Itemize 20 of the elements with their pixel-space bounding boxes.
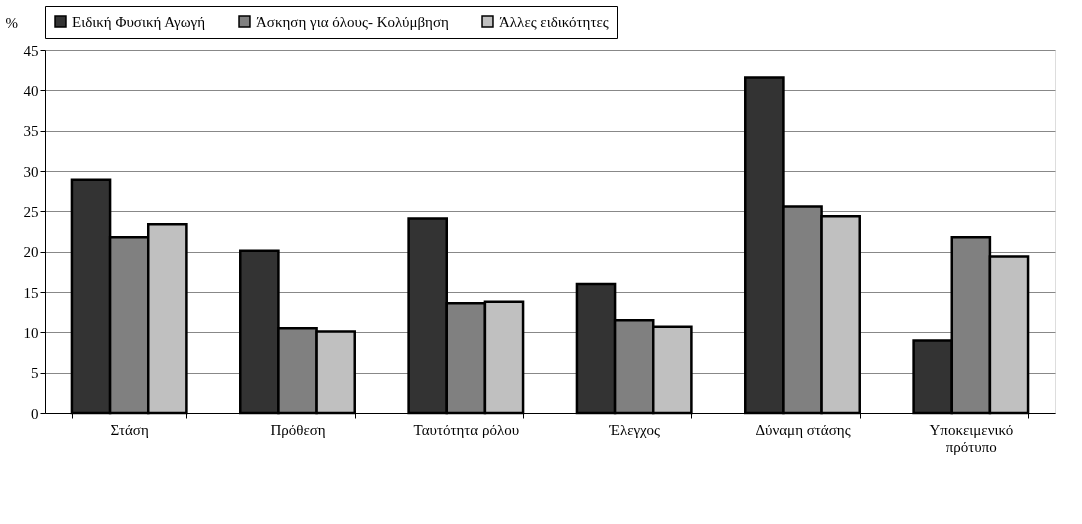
legend-label: Άλλες ειδικότητες bbox=[499, 13, 609, 30]
y-tick-label: 35 bbox=[23, 123, 39, 140]
y-tick-label: 0 bbox=[31, 405, 39, 422]
x-tick-label: Δύναμη στάσης bbox=[755, 421, 851, 438]
y-tick-label: 40 bbox=[23, 82, 39, 99]
x-tick-label: Υποκειμενικό πρότυπο bbox=[929, 421, 1014, 455]
y-tick-label: 25 bbox=[23, 203, 39, 220]
y-tick-label: 20 bbox=[23, 244, 39, 261]
y-tick-label: 10 bbox=[23, 324, 39, 341]
legend-label: Άσκηση για όλους- Κολύμβηση bbox=[256, 13, 450, 30]
x-tick-label: Έλεγχος bbox=[608, 421, 660, 438]
y-axis-title: % bbox=[5, 14, 18, 31]
x-tick-label: Πρόθεση bbox=[270, 421, 326, 438]
x-tick-label: Ταυτότητα ρόλου bbox=[413, 421, 520, 438]
x-tick-label: Στάση bbox=[110, 421, 149, 438]
legend-label: Ειδική Φυσική Αγωγή bbox=[72, 13, 206, 30]
y-tick-label: 30 bbox=[23, 163, 39, 180]
y-tick-label: 5 bbox=[31, 365, 39, 382]
y-tick-label: 15 bbox=[23, 284, 39, 301]
y-tick-label: 45 bbox=[23, 42, 39, 59]
